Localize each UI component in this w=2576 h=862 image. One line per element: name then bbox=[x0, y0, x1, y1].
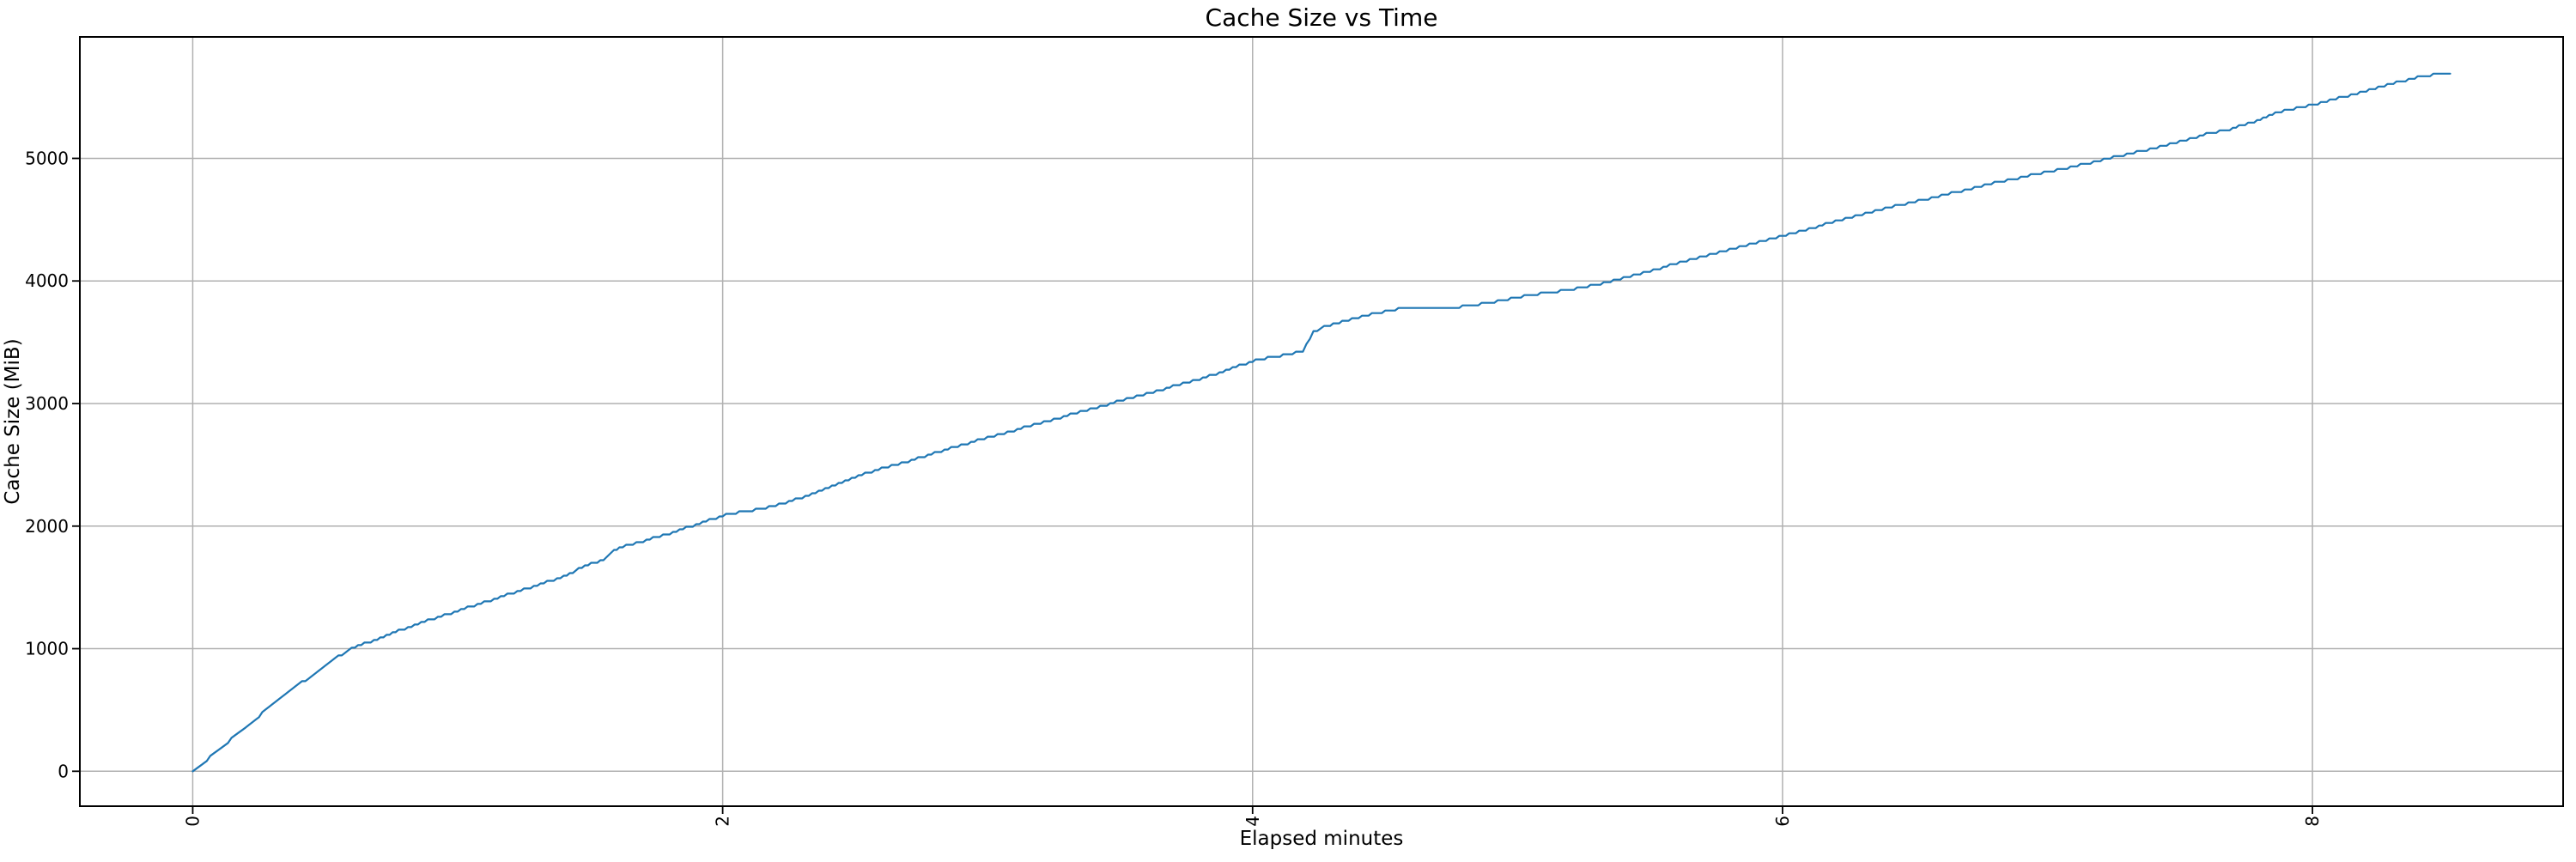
y-tick-label: 0 bbox=[58, 761, 69, 781]
x-tick-label: 8 bbox=[2302, 816, 2323, 827]
x-tick-label: 4 bbox=[1242, 816, 1263, 827]
x-axis-label: Elapsed minutes bbox=[1240, 828, 1404, 850]
tick-label-layer: 0 2 4 6 8 0 1000 2000 3000 4000 5000 bbox=[25, 148, 2323, 826]
x-tick-label: 6 bbox=[1772, 816, 1793, 827]
y-tick-label: 4000 bbox=[25, 270, 69, 291]
series-line bbox=[191, 72, 2451, 773]
y-tick-label: 3000 bbox=[25, 393, 69, 414]
series-layer bbox=[191, 72, 2451, 773]
y-axis-label: Cache Size (MiB) bbox=[2, 338, 24, 504]
y-tick-label: 1000 bbox=[25, 639, 69, 659]
x-tick-label: 0 bbox=[182, 816, 203, 827]
y-tick-label: 2000 bbox=[25, 516, 69, 537]
tick-layer bbox=[72, 157, 2313, 814]
grid-layer bbox=[80, 37, 2563, 806]
plot-border bbox=[79, 36, 2564, 807]
x-tick-label: 2 bbox=[713, 816, 733, 827]
chart-title: Cache Size vs Time bbox=[1206, 3, 1438, 32]
y-tick-label: 5000 bbox=[25, 148, 69, 168]
